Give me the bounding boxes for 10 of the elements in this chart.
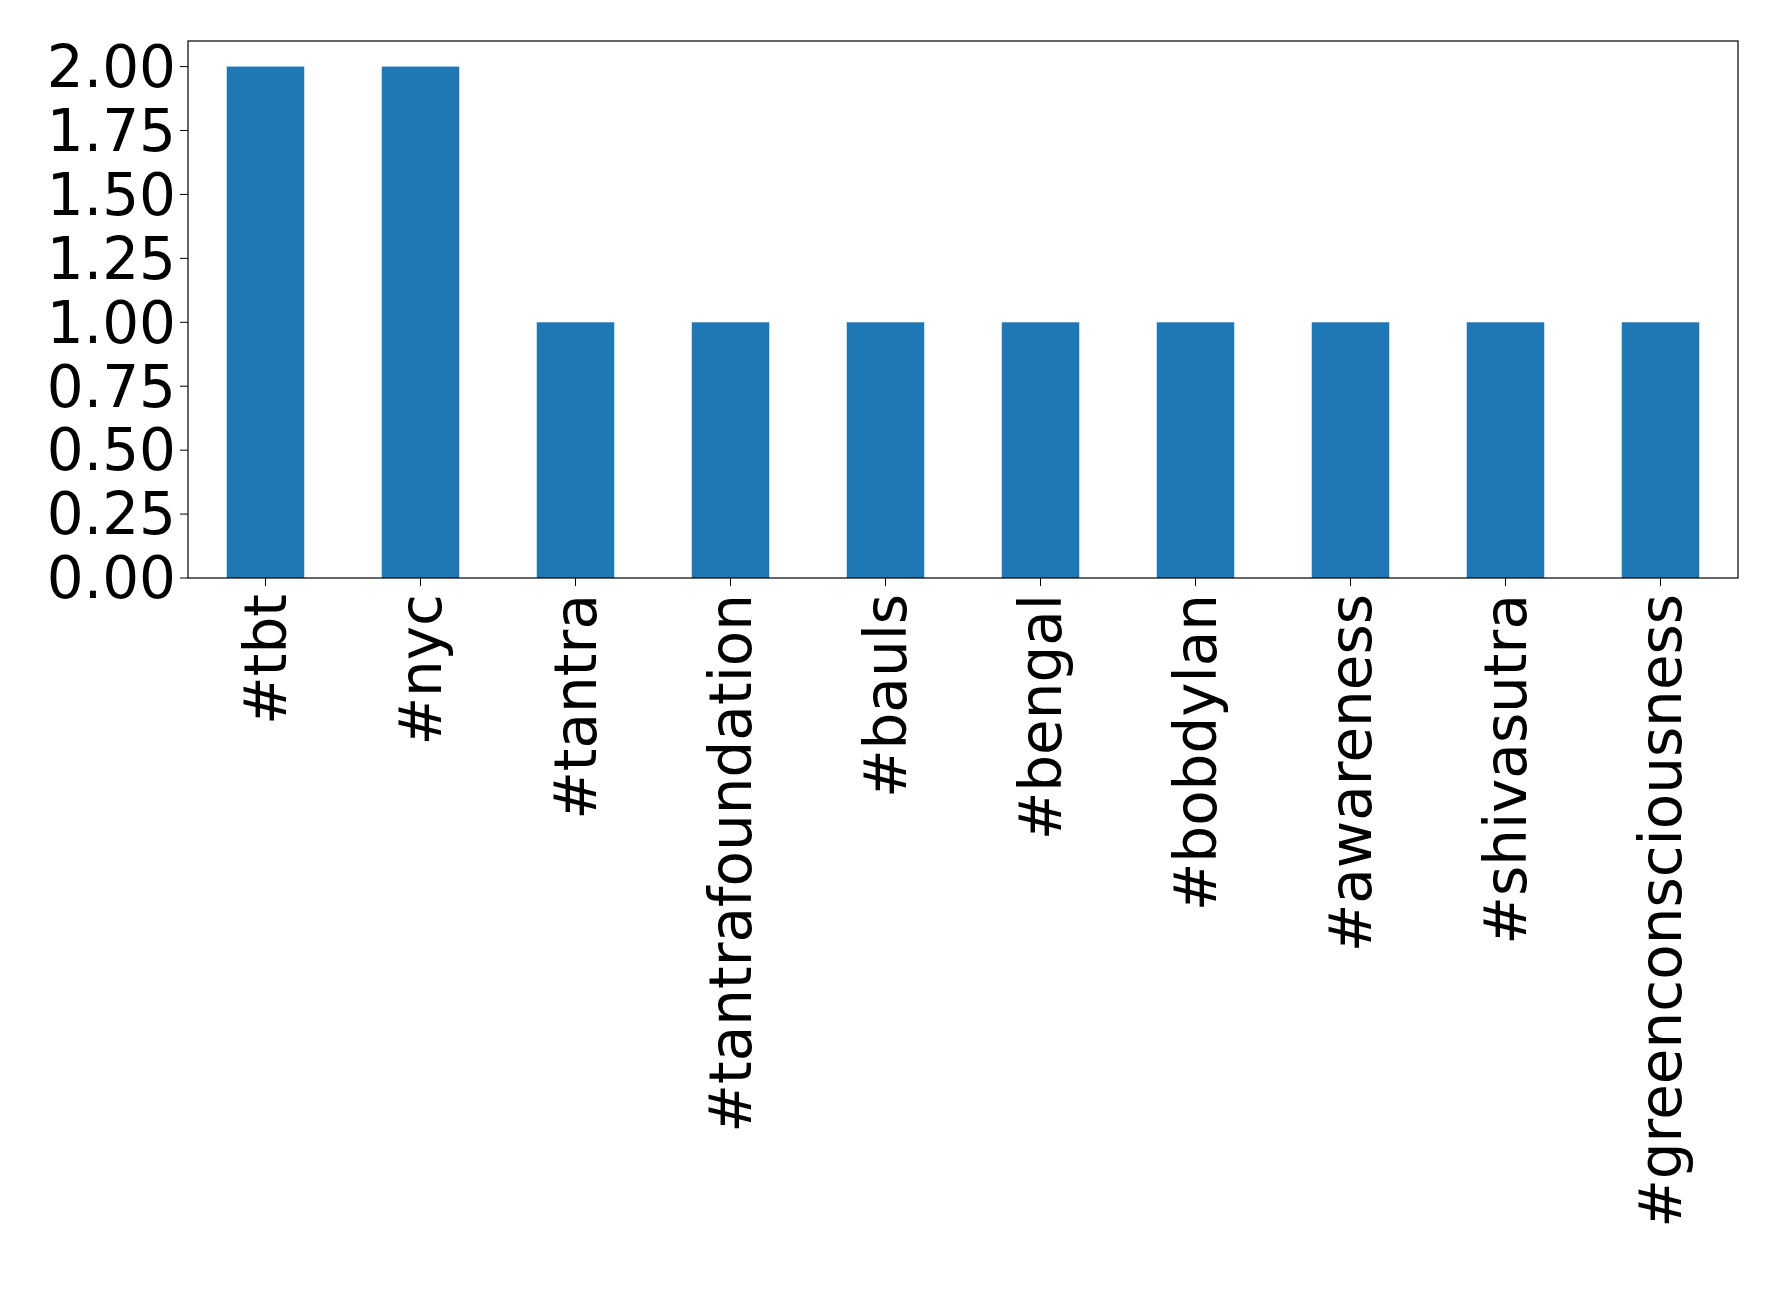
x-tick-label: #tbt <box>231 594 300 725</box>
x-tick-label: #shivasutra <box>1471 594 1540 945</box>
x-tick-label: #tantrafoundation <box>696 594 765 1133</box>
x-tick-label: #nyc <box>386 594 455 746</box>
x-tick-label: #tantra <box>541 594 610 820</box>
x-tick-label: #awareness <box>1316 594 1385 953</box>
x-tick-label: #bengal <box>1006 594 1075 841</box>
x-tick-label: #bauls <box>851 594 920 799</box>
x-tick-label: #greenconsciousness <box>1626 594 1695 1228</box>
x-tick-label: #bobdylan <box>1161 594 1230 912</box>
